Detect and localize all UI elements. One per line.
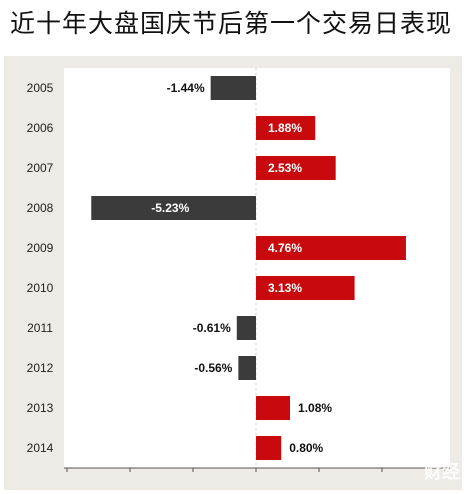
bar-2007 (256, 156, 336, 180)
bar-2009 (256, 236, 406, 260)
value-label: 3.13% (268, 281, 302, 295)
category-label: 2013 (27, 401, 54, 415)
value-label: 0.80% (289, 441, 323, 455)
category-label: 2010 (27, 281, 54, 295)
value-label: 1.08% (298, 401, 332, 415)
bar-2010 (256, 276, 355, 300)
value-label: 2.53% (268, 161, 302, 175)
bar-2006 (256, 116, 316, 140)
bar-2008 (91, 196, 256, 220)
bar-2005 (210, 76, 256, 100)
category-label: 2011 (27, 321, 53, 335)
bar-2012 (238, 356, 256, 380)
bar-2014 (256, 436, 282, 460)
category-label: 2009 (27, 241, 54, 255)
bar-2011 (236, 316, 256, 340)
category-label: 2006 (27, 121, 54, 135)
category-label: 2012 (27, 361, 54, 375)
value-label: -0.61% (193, 321, 231, 335)
value-label: 1.88% (268, 121, 302, 135)
category-label: 2014 (27, 441, 54, 455)
category-label: 2008 (27, 201, 54, 215)
watermark-text: 财经 (424, 462, 460, 483)
page-title: 近十年大盘国庆节后第一个交易日表现 (10, 9, 453, 38)
category-label: 2005 (27, 81, 54, 95)
category-label: 2007 (27, 161, 54, 175)
value-label: -0.56% (194, 361, 232, 375)
value-label: 4.76% (268, 241, 302, 255)
value-label: -5.23% (151, 201, 189, 215)
bar-2013 (256, 396, 291, 420)
value-label: -1.44% (167, 81, 205, 95)
